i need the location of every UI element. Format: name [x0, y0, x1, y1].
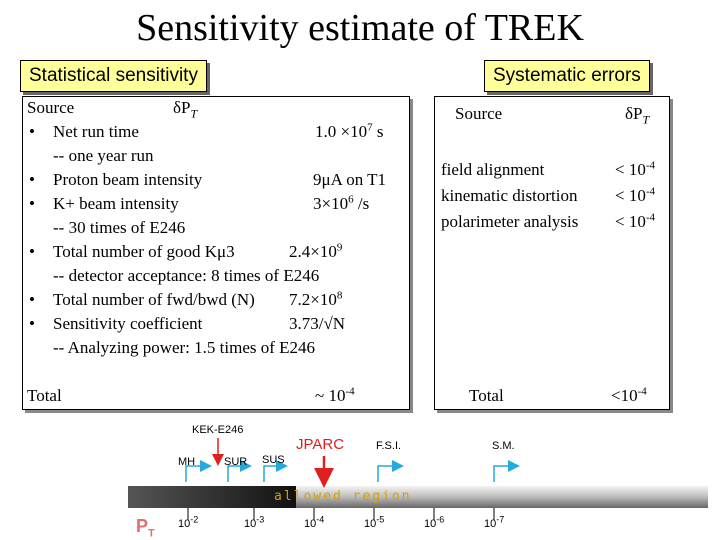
sm-label: S.M.	[492, 440, 515, 452]
fsi-arrow	[377, 460, 404, 482]
stat-total-value: ~ 10-4	[315, 385, 355, 405]
stat-item-text: Total number of good Kμ3	[53, 242, 235, 261]
sys-row-value: < 10-4	[615, 185, 656, 205]
stat-item-text: -- detector acceptance: 8 times of E246	[53, 266, 320, 285]
stat-header: Source δPT	[27, 97, 197, 120]
sys-row-name: kinematic distortion	[441, 186, 578, 205]
tick-label: 10-5	[364, 514, 385, 530]
stat-bullet: •	[29, 170, 35, 189]
statistical-sensitivity-label: Statistical sensitivity	[20, 60, 207, 92]
sys-row-name: polarimeter analysis	[441, 212, 579, 231]
stat-item-text: -- Analyzing power: 1.5 times of E246	[53, 338, 316, 357]
sys-row-name: field alignment	[441, 160, 545, 179]
sm-arrow	[493, 460, 520, 482]
scale-svg	[128, 438, 708, 520]
stat-bullet: •	[29, 122, 35, 141]
sur-label: SUR	[224, 456, 248, 468]
stat-header-source: Source	[27, 98, 75, 117]
sensitivity-scale-graphic: KEK-E246 JPARC F.S.I. S.M. MH SUR SUS al…	[0, 420, 720, 540]
stat-item-value: 3.73/√N	[289, 314, 346, 333]
systematic-errors-label: Systematic errors	[484, 60, 650, 92]
stat-bullet: •	[29, 194, 35, 213]
stat-item-text: Sensitivity coefficient	[53, 314, 203, 333]
mh-arrow	[185, 460, 212, 482]
allowed-region-text: allowed region	[274, 489, 412, 504]
stat-item-text: K+ beam intensity	[53, 194, 179, 213]
pt-axis-label: PT	[136, 516, 155, 540]
stat-item-value: 1.0 ×107 s	[315, 121, 384, 141]
tick-label: 10-4	[304, 514, 325, 530]
sus-arrow	[263, 460, 288, 482]
stat-total-label: Total	[27, 386, 62, 405]
sys-header-source: Source	[455, 104, 503, 123]
stat-item-text: -- one year run	[53, 146, 154, 165]
stat-item-value: 7.2×108	[289, 289, 343, 309]
sys-row-value: < 10-4	[615, 159, 656, 179]
sus-label: SUS	[262, 454, 285, 466]
sys-header-dpt: δPT	[625, 104, 650, 127]
tick-label: 10-2	[178, 514, 199, 530]
mh-label: MH	[178, 456, 196, 468]
statistical-panel: Source δPT • Net run time 1.0 ×107 s -- one…	[22, 96, 410, 410]
stat-item-value: 2.4×109	[289, 241, 343, 261]
slide-title: Sensitivity estimate of TREK	[136, 7, 584, 49]
stat-item-value: 9μA on T1	[313, 170, 387, 189]
stat-bullet: •	[29, 314, 35, 333]
tick-label: 10-7	[484, 514, 505, 530]
stat-bullet: •	[29, 290, 35, 309]
jparc-label: JPARC	[296, 436, 345, 453]
stat-header-dpt: δPT	[173, 98, 198, 121]
fsi-label: F.S.I.	[376, 440, 402, 452]
tick-label: 10-6	[424, 514, 445, 530]
sys-row-value: < 10-4	[615, 211, 656, 231]
stat-item-text: Total number of fwd/bwd (N)	[53, 290, 255, 309]
stat-item-text: Net run time	[53, 122, 139, 141]
stat-item-text: -- 30 times of E246	[53, 218, 186, 237]
stat-item-value: 3×106 /s	[313, 193, 370, 213]
systematic-panel: Source δPT field alignment < 10-4 kinemati…	[434, 96, 670, 410]
excluded-region-bar	[128, 486, 296, 508]
allowed-region-bar	[296, 486, 708, 508]
sur-arrow	[227, 460, 252, 482]
stat-bullet: •	[29, 242, 35, 261]
sys-total-label: Total	[469, 386, 504, 405]
kek-label: KEK-E246	[192, 424, 244, 436]
stat-item-text: Proton beam intensity	[53, 170, 203, 189]
sys-total-value: <10-4	[611, 385, 647, 405]
tick-label: 10-3	[244, 514, 265, 530]
